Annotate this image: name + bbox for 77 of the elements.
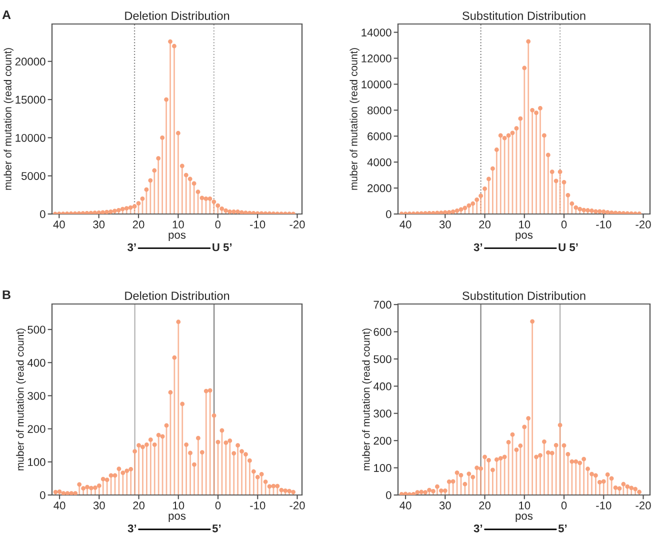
- x-axis-title: pos: [516, 232, 533, 241]
- y-tick-label: 100: [374, 464, 392, 472]
- y-tick-label: 4000: [367, 158, 392, 166]
- text: 5’: [558, 524, 567, 532]
- y-axis-title: muber of mutation (read count): [350, 48, 360, 190]
- y-tick-label: 15000: [16, 96, 46, 104]
- x-tick-label: -20: [636, 220, 651, 228]
- x-tick-label: -10: [250, 220, 266, 228]
- x-tick-label: 30: [93, 502, 105, 510]
- y-tick-label: 100: [28, 458, 46, 466]
- x-tick-label: 20: [132, 220, 144, 228]
- y-tick-label: 14000: [362, 28, 392, 36]
- x-tick-label: 0: [215, 220, 221, 228]
- y-axis-title: muber of mutation (read count): [362, 328, 372, 470]
- chart-title: Deletion Distribution: [125, 291, 230, 300]
- text: 3’: [128, 524, 136, 532]
- x-tick-label: 0: [561, 220, 567, 228]
- x-tick-label: 10: [172, 220, 184, 228]
- x-tick-label: 40: [400, 220, 412, 228]
- y-tick-label: 0: [40, 210, 46, 218]
- x-tick-label: -20: [636, 502, 651, 510]
- y-tick-label: 700: [374, 300, 392, 309]
- text: A: [2, 10, 11, 20]
- text: U 5’: [558, 243, 578, 252]
- chart-title: Substitution Distribution: [462, 11, 586, 20]
- y-tick-label: 300: [28, 392, 46, 400]
- y-tick-label: 0: [40, 491, 46, 500]
- x-axis-title: pos: [516, 514, 533, 522]
- y-tick-label: 200: [28, 425, 46, 433]
- y-tick-label: 400: [373, 382, 392, 390]
- y-tick-label: 8000: [368, 106, 392, 114]
- x-axis-title: pos: [168, 514, 186, 522]
- text: B: [2, 290, 10, 300]
- y-tick-label: 20000: [15, 58, 46, 66]
- x-tick-label: 10: [173, 502, 184, 510]
- x-tick-label: -20: [290, 502, 305, 510]
- text: U 5’: [212, 243, 232, 252]
- x-tick-label: 20: [133, 502, 145, 510]
- chart-title: Deletion Distribution: [125, 11, 230, 20]
- x-tick-label: 30: [439, 502, 451, 510]
- x-tick-label: 10: [519, 220, 530, 228]
- y-tick-label: 6000: [368, 132, 392, 140]
- x-tick-label: -10: [596, 220, 612, 228]
- x-tick-label: 40: [53, 220, 65, 228]
- y-tick-label: 5000: [21, 172, 46, 180]
- y-tick-label: 200: [374, 436, 392, 445]
- x-tick-label: 30: [93, 220, 105, 228]
- y-tick-label: 400: [27, 358, 46, 367]
- y-tick-label: 10000: [362, 80, 392, 88]
- x-tick-label: 0: [561, 502, 567, 510]
- y-tick-label: 0: [386, 491, 392, 500]
- x-tick-label: 10: [519, 502, 530, 510]
- x-tick-label: 40: [400, 502, 412, 510]
- x-tick-label: -20: [290, 220, 305, 228]
- chart-title: Substitution Distribution: [462, 291, 586, 300]
- y-tick-label: 500: [374, 355, 392, 364]
- x-tick-label: 40: [54, 502, 66, 510]
- y-tick-label: 12000: [362, 54, 392, 62]
- y-tick-label: 2000: [368, 184, 392, 192]
- text: 5’: [212, 524, 221, 532]
- x-tick-label: 20: [479, 220, 491, 228]
- x-tick-label: 20: [479, 502, 491, 510]
- y-tick-label: 0: [386, 210, 392, 218]
- x-tick-label: -10: [596, 502, 612, 510]
- y-tick-label: 500: [28, 326, 46, 334]
- text: 3’: [474, 524, 482, 532]
- y-tick-label: 600: [374, 328, 392, 336]
- x-axis-title: pos: [168, 232, 186, 241]
- y-tick-label: 300: [374, 410, 392, 418]
- text: 3’: [128, 243, 136, 252]
- text: 3’: [474, 243, 482, 252]
- y-axis-title: muber of mutation (read count): [16, 328, 26, 470]
- x-tick-label: -10: [250, 502, 266, 510]
- y-axis-title: muber of mutation (read count): [4, 48, 14, 190]
- x-tick-label: 30: [439, 220, 451, 228]
- x-tick-label: 0: [215, 502, 221, 510]
- y-tick-label: 10000: [16, 134, 46, 142]
